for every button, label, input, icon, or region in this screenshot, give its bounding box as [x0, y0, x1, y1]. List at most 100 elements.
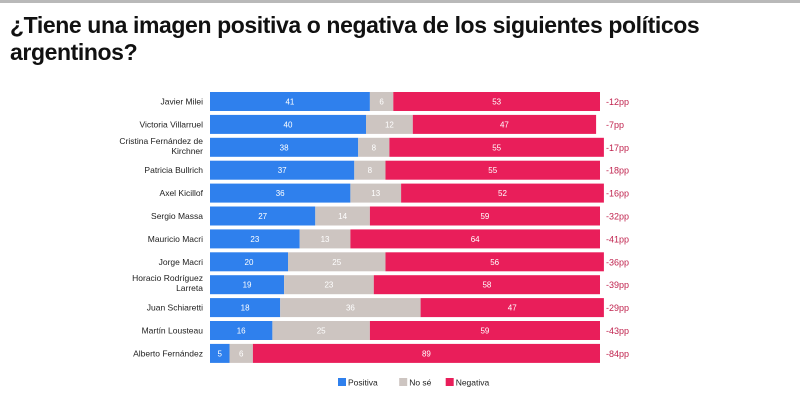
data-label: 47 [508, 304, 517, 313]
data-label: 23 [324, 281, 333, 290]
net-difference-label: -32pp [606, 212, 629, 222]
bar-segment-no-s- [280, 298, 421, 318]
bar-segment-positiva [210, 206, 316, 226]
bar-segment-negativa [350, 229, 600, 249]
data-label: 20 [245, 258, 254, 267]
category-label: Javier Milei [160, 97, 203, 107]
category-label: Mauricio Macri [148, 234, 203, 244]
data-label: 41 [285, 98, 294, 107]
bar-segment-negativa [412, 114, 597, 134]
data-label: 25 [317, 327, 326, 336]
bar-segment-no-s- [288, 252, 386, 272]
bar-segment-negativa [373, 275, 600, 295]
bar-segment-positiva [210, 229, 300, 249]
bar-row: Axel Kicillof 36 13 52 -16pp [160, 183, 629, 203]
bar-row: Javier Milei 41 6 53 -12pp [160, 92, 629, 111]
data-label: 89 [422, 349, 431, 358]
bar-row: Patricia Bullrich 37 8 55 -18pp [144, 160, 629, 180]
chart-legend: Positiva No sé Negativa [338, 378, 490, 388]
bar-segment-positiva [210, 275, 285, 295]
data-label: 13 [321, 235, 330, 244]
category-label: Jorge Macri [159, 257, 204, 267]
data-label: 8 [368, 166, 373, 175]
bar-row: Mauricio Macri 23 13 64 -41pp [148, 229, 629, 249]
bar-segment-positiva [210, 92, 370, 111]
data-label: 5 [218, 349, 223, 358]
bar-row: Juan Schiaretti 18 36 47 -29pp [147, 298, 629, 318]
data-label: 16 [237, 327, 246, 336]
net-difference-label: -18pp [606, 166, 629, 176]
bar-segment-no-s- [350, 183, 402, 203]
net-difference-label: -16pp [606, 189, 629, 199]
bar-segment-negativa [369, 206, 600, 226]
data-label: 6 [379, 98, 384, 107]
category-label: Sergio Massa [151, 211, 203, 221]
legend-item: No sé [399, 378, 432, 388]
bar-segment-negativa [252, 343, 600, 363]
bar-row: Cristina Fernández de Kirchner 38 8 55 -17pp [119, 136, 629, 157]
bar-segment-positiva [210, 137, 359, 157]
bar-row: Jorge Macri 20 25 56 -36pp [159, 252, 629, 272]
net-difference-label: -17pp [606, 143, 629, 153]
data-label: 40 [284, 120, 293, 129]
net-difference-label: -39pp [606, 280, 629, 290]
top-border [0, 0, 800, 3]
bar-segment-no-s- [272, 321, 370, 340]
category-label: Martín Lousteau [142, 326, 204, 336]
data-label: 19 [243, 281, 252, 290]
chart-rows: Javier Milei 41 6 53 -12pp Victoria Villarrue… [119, 92, 629, 363]
bar-segment-no-s- [315, 206, 370, 226]
data-label: 36 [276, 189, 285, 198]
bar-segment-negativa [389, 137, 604, 157]
bar-segment-no-s- [284, 275, 374, 295]
category-label: Juan Schiaretti [147, 303, 203, 313]
bar-segment-negativa [401, 183, 604, 203]
bar-row: Sergio Massa 27 14 59 -32pp [151, 206, 629, 226]
category-label: Cristina Fernández de Kirchner [119, 136, 203, 156]
category-label: Axel Kicillof [160, 188, 204, 198]
category-label: Patricia Bullrich [144, 165, 203, 175]
legend-item: Positiva [338, 378, 378, 388]
data-label: 55 [492, 143, 501, 152]
data-label: 37 [278, 166, 287, 175]
data-label: 27 [258, 212, 267, 221]
bar-row: Victoria Villarruel 40 12 47 -7pp [140, 114, 624, 134]
data-label: 13 [371, 189, 380, 198]
bar-segment-negativa [385, 160, 600, 180]
bar-row: Martín Lousteau 16 25 59 -43pp [142, 321, 629, 340]
data-label: 38 [280, 143, 289, 152]
bar-segment-no-s- [354, 160, 386, 180]
bar-segment-positiva [210, 343, 230, 363]
bar-row: Horacio Rodríguez Larreta 19 23 58 -39pp [132, 273, 629, 295]
net-difference-label: -29pp [606, 303, 629, 313]
bar-segment-no-s- [229, 343, 253, 363]
data-label: 55 [488, 166, 497, 175]
legend-label: No sé [409, 378, 431, 388]
legend-label: Negativa [456, 378, 490, 388]
data-label: 14 [338, 212, 347, 221]
bar-segment-positiva [210, 321, 273, 340]
category-label: Alberto Fernández [133, 348, 203, 358]
data-label: 8 [372, 143, 377, 152]
category-label: Horacio Rodríguez Larreta [132, 273, 203, 293]
legend-item: Negativa [445, 378, 490, 388]
data-label: 36 [346, 304, 355, 313]
category-label: Victoria Villarruel [140, 119, 204, 129]
legend-swatch [399, 378, 408, 386]
bar-segment-positiva [210, 160, 355, 180]
data-label: 59 [480, 212, 489, 221]
data-label: 56 [490, 258, 499, 267]
data-label: 25 [332, 258, 341, 267]
bar-segment-negativa [385, 252, 604, 272]
chart-title: ¿Tiene una imagen positiva o negativa de… [10, 12, 700, 65]
net-difference-label: -36pp [606, 257, 629, 267]
net-difference-label: -7pp [606, 120, 624, 130]
bar-segment-positiva [210, 114, 366, 134]
bar-segment-no-s- [369, 92, 394, 111]
bar-segment-positiva [210, 252, 288, 272]
net-difference-label: -84pp [606, 349, 629, 359]
data-label: 59 [480, 327, 489, 336]
data-label: 58 [482, 281, 491, 290]
legend-swatch [445, 378, 454, 386]
